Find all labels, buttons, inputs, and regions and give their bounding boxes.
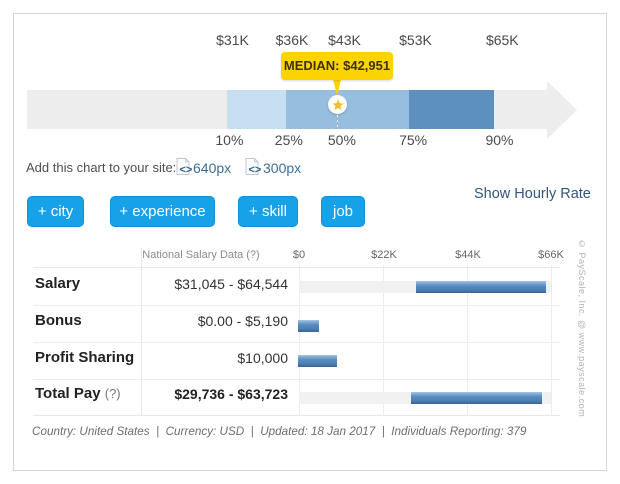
svg-text:<>: <> xyxy=(249,164,262,176)
svg-text:<>: <> xyxy=(179,164,192,176)
